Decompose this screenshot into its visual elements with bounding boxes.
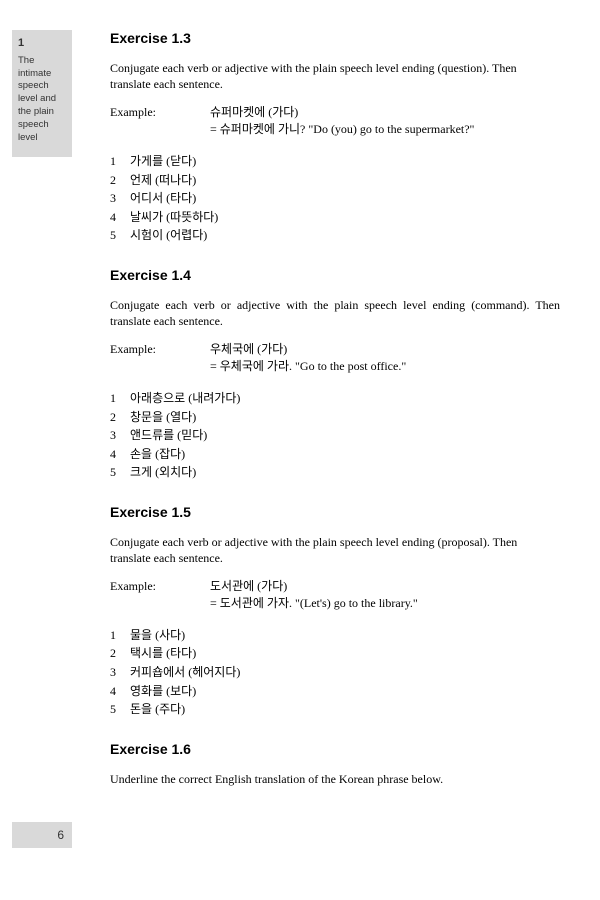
list-item: 3어디서 (타다) xyxy=(110,189,560,208)
item-text: 어디서 (타다) xyxy=(130,189,560,208)
list-item: 2창문을 (열다) xyxy=(110,408,560,427)
item-text: 앤드류를 (믿다) xyxy=(130,426,560,445)
exercise-instruction: Underline the correct English translatio… xyxy=(110,771,560,787)
item-text: 시험이 (어렵다) xyxy=(130,226,560,245)
exercise-title: Exercise 1.5 xyxy=(110,504,560,520)
chapter-title: The intimate speech level and the plain … xyxy=(18,55,56,143)
list-item: 5크게 (외치다) xyxy=(110,463,560,482)
list-item: 4영화를 (보다) xyxy=(110,682,560,701)
list-item: 5돈을 (주다) xyxy=(110,700,560,719)
item-text: 날씨가 (따뜻하다) xyxy=(130,208,560,227)
example-line1: 슈퍼마켓에 (가다) xyxy=(210,104,560,121)
item-text: 커피숍에서 (헤어지다) xyxy=(130,663,560,682)
item-text: 창문을 (열다) xyxy=(130,408,560,427)
item-text: 언제 (떠나다) xyxy=(130,171,560,190)
page-number: 6 xyxy=(57,828,64,842)
item-number: 4 xyxy=(110,208,130,227)
item-text: 가게를 (닫다) xyxy=(130,152,560,171)
list-item: 2택시를 (타다) xyxy=(110,644,560,663)
example-line2: = 우체국에 가라. "Go to the post office." xyxy=(210,358,560,375)
exercise-title: Exercise 1.6 xyxy=(110,741,560,757)
exercise-list: 1가게를 (닫다)2언제 (떠나다)3어디서 (타다)4날씨가 (따뜻하다)5시… xyxy=(110,152,560,245)
example-line2: = 도서관에 가자. "(Let's) go to the library." xyxy=(210,595,560,612)
item-number: 1 xyxy=(110,389,130,408)
list-item: 1가게를 (닫다) xyxy=(110,152,560,171)
exercise-instruction: Conjugate each verb or adjective with th… xyxy=(110,297,560,329)
item-number: 3 xyxy=(110,189,130,208)
item-number: 2 xyxy=(110,171,130,190)
example-line2: = 슈퍼마켓에 가니? "Do (you) go to the supermar… xyxy=(210,121,560,138)
item-number: 5 xyxy=(110,226,130,245)
list-item: 1물을 (사다) xyxy=(110,626,560,645)
chapter-number: 1 xyxy=(18,36,66,51)
exercise-instruction: Conjugate each verb or adjective with th… xyxy=(110,60,560,92)
example-row: Example:슈퍼마켓에 (가다)= 슈퍼마켓에 가니? "Do (you) … xyxy=(110,104,560,138)
example-line1: 도서관에 (가다) xyxy=(210,578,560,595)
exercise-list: 1아래층으로 (내려가다)2창문을 (열다)3앤드류를 (믿다)4손을 (잡다)… xyxy=(110,389,560,482)
example-body: 슈퍼마켓에 (가다)= 슈퍼마켓에 가니? "Do (you) go to th… xyxy=(210,104,560,138)
item-number: 5 xyxy=(110,463,130,482)
exercise-title: Exercise 1.3 xyxy=(110,30,560,46)
item-number: 3 xyxy=(110,426,130,445)
exercise-instruction: Conjugate each verb or adjective with th… xyxy=(110,534,560,566)
list-item: 1아래층으로 (내려가다) xyxy=(110,389,560,408)
list-item: 4손을 (잡다) xyxy=(110,445,560,464)
example-label: Example: xyxy=(110,341,210,375)
sidebar-chapter-box: 1 The intimate speech level and the plai… xyxy=(12,30,72,157)
exercise-list: 1물을 (사다)2택시를 (타다)3커피숍에서 (헤어지다)4영화를 (보다)5… xyxy=(110,626,560,719)
list-item: 3앤드류를 (믿다) xyxy=(110,426,560,445)
item-number: 4 xyxy=(110,445,130,464)
exercise-title: Exercise 1.4 xyxy=(110,267,560,283)
item-number: 2 xyxy=(110,408,130,427)
list-item: 5시험이 (어렵다) xyxy=(110,226,560,245)
item-text: 아래층으로 (내려가다) xyxy=(130,389,560,408)
item-text: 손을 (잡다) xyxy=(130,445,560,464)
item-text: 택시를 (타다) xyxy=(130,644,560,663)
item-text: 크게 (외치다) xyxy=(130,463,560,482)
example-line1: 우체국에 (가다) xyxy=(210,341,560,358)
item-number: 1 xyxy=(110,152,130,171)
item-number: 4 xyxy=(110,682,130,701)
example-row: Example:도서관에 (가다)= 도서관에 가자. "(Let's) go … xyxy=(110,578,560,612)
example-body: 우체국에 (가다)= 우체국에 가라. "Go to the post offi… xyxy=(210,341,560,375)
page-number-box: 6 xyxy=(12,822,72,848)
item-number: 3 xyxy=(110,663,130,682)
example-label: Example: xyxy=(110,104,210,138)
example-row: Example:우체국에 (가다)= 우체국에 가라. "Go to the p… xyxy=(110,341,560,375)
item-number: 1 xyxy=(110,626,130,645)
item-number: 2 xyxy=(110,644,130,663)
list-item: 2언제 (떠나다) xyxy=(110,171,560,190)
list-item: 4날씨가 (따뜻하다) xyxy=(110,208,560,227)
item-text: 물을 (사다) xyxy=(130,626,560,645)
item-text: 돈을 (주다) xyxy=(130,700,560,719)
list-item: 3커피숍에서 (헤어지다) xyxy=(110,663,560,682)
item-number: 5 xyxy=(110,700,130,719)
main-content: Exercise 1.3 Conjugate each verb or adjec… xyxy=(110,30,560,799)
example-label: Example: xyxy=(110,578,210,612)
example-body: 도서관에 (가다)= 도서관에 가자. "(Let's) go to the l… xyxy=(210,578,560,612)
item-text: 영화를 (보다) xyxy=(130,682,560,701)
